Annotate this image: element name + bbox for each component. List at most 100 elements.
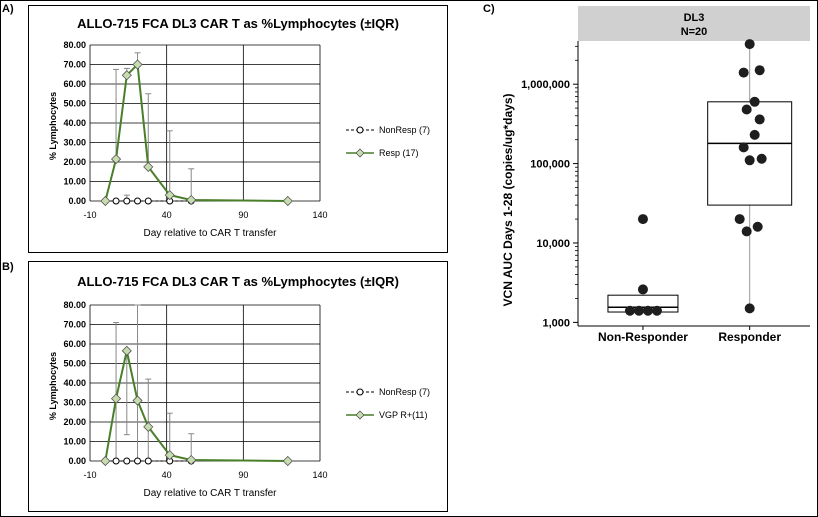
c-data-point	[754, 65, 765, 76]
y-tick-label: 40.00	[63, 378, 86, 388]
c-x-tick-label: Responder	[718, 330, 781, 344]
y-tick-label: 70.00	[63, 60, 86, 70]
resp-point	[143, 161, 154, 172]
panel-b-letter: B)	[2, 261, 14, 273]
legend-resp-label: VGP R+(11)	[379, 410, 427, 420]
c-x-tick-label: Non-Responder	[598, 330, 688, 344]
c-data-point	[749, 129, 760, 140]
resp-point	[282, 455, 293, 467]
y-tick-label: 60.00	[63, 339, 86, 349]
x-tick-label: -10	[83, 470, 96, 480]
panel-a-letter: A)	[2, 3, 14, 15]
y-tick-label: 40.00	[63, 118, 86, 128]
x-tick-label: -10	[83, 210, 96, 220]
resp-point	[164, 190, 175, 201]
resp-point	[100, 195, 111, 207]
y-tick-label: 0.00	[68, 456, 86, 466]
c-y-tick-label: 100,000	[530, 159, 570, 171]
y-tick-label: 10.00	[63, 177, 86, 187]
y-tick-label: 10.00	[63, 437, 86, 447]
c-data-point	[637, 214, 648, 225]
c-y-tick-label: 1,000,000	[521, 79, 570, 91]
legend-nonresp-label: NonResp (7)	[379, 125, 430, 135]
panel-c-header	[578, 6, 810, 41]
resp-point	[282, 195, 293, 207]
c-data-point	[738, 142, 749, 153]
panel-b-xlabel: Day relative to CAR T transfer	[143, 488, 277, 499]
resp-point	[186, 194, 197, 206]
nonresp-point	[123, 457, 131, 465]
panel-a-ylabel: % Lymphocytes	[48, 92, 58, 160]
panel-b-box	[28, 261, 448, 512]
x-tick-label: 90	[238, 470, 248, 480]
legend-nonresp-marker	[356, 388, 364, 396]
legend-resp-marker	[355, 410, 365, 420]
y-tick-label: 60.00	[63, 79, 86, 89]
nonresp-point	[144, 457, 152, 465]
resp-point	[121, 345, 132, 356]
y-tick-label: 50.00	[63, 99, 86, 109]
c-data-point	[738, 67, 749, 78]
c-data-point	[624, 305, 635, 316]
nonresp-point	[144, 197, 152, 205]
y-tick-label: 30.00	[63, 398, 86, 408]
legend-nonresp-marker	[356, 126, 364, 134]
nonresp-point	[112, 197, 120, 205]
x-tick-label: 90	[238, 210, 248, 220]
c-y-tick-label: 10,000	[536, 238, 570, 250]
c-data-point	[633, 305, 644, 316]
c-data-point	[651, 305, 662, 316]
panel-a-title: ALLO-715 FCA DL3 CAR T as %Lymphocytes (…	[77, 16, 399, 31]
panel-b-plot: 0.00 10.00 20.00 30.00 40.00 50.00 60.00 70.00 8…	[63, 300, 430, 480]
nonresp-point	[134, 197, 142, 205]
c-data-point	[744, 39, 755, 50]
panel-b: B) ALLO-715 FCA DL3 CAR T as %Lymphocyte…	[2, 261, 448, 512]
y-tick-label: 0.00	[68, 196, 86, 206]
c-data-point	[637, 284, 648, 295]
c-data-point	[741, 104, 752, 115]
legend-nonresp-label: NonResp (7)	[379, 387, 430, 397]
c-y-tick-label: 1,000	[542, 317, 570, 329]
resp-point	[121, 70, 132, 81]
c-data-point	[749, 96, 760, 107]
panel-a: A) ALLO-715 FCA DL3 CAR T as %Lymphocyte…	[2, 3, 448, 253]
resp-point	[164, 450, 175, 461]
panel-c-header-count: N=20	[681, 26, 708, 38]
nonresp-point	[123, 197, 131, 205]
c-data-point	[756, 153, 767, 164]
c-data-point	[754, 114, 765, 125]
c-box	[707, 101, 793, 206]
panel-c-letter: C)	[483, 3, 495, 15]
resp-point	[111, 393, 122, 404]
c-data-point	[744, 155, 755, 166]
x-tick-label: 140	[312, 210, 327, 220]
resp-point	[132, 59, 143, 70]
c-data-point	[642, 305, 653, 316]
resp-point	[132, 395, 143, 406]
y-tick-label: 50.00	[63, 359, 86, 369]
x-tick-label: 40	[162, 470, 172, 480]
y-tick-label: 80.00	[63, 300, 86, 310]
nonresp-point	[112, 457, 120, 465]
y-tick-label: 20.00	[63, 157, 86, 167]
panel-a-xlabel: Day relative to CAR T transfer	[143, 228, 277, 239]
c-data-point	[734, 214, 745, 225]
x-tick-label: 40	[162, 210, 172, 220]
resp-point	[111, 154, 122, 165]
panel-c-ylabel: VCN AUC Days 1-28 (copies/ug*days)	[501, 94, 515, 307]
resp-point	[186, 454, 197, 466]
panel-a-box	[28, 5, 448, 253]
panel-b-ylabel: % Lymphocytes	[48, 352, 58, 420]
c-data-point	[752, 221, 763, 232]
c-data-point	[744, 303, 755, 314]
panel-c-header-group: DL3	[684, 12, 705, 24]
panel-c-plot: 1,000 10,000 100,000 1,000,000 Non-Responder…	[521, 39, 810, 344]
resp-point	[143, 421, 154, 432]
panel-a-plot: 0.00 10.00 20.00 30.00 40.00 50.00 60.00 70.00 8…	[63, 40, 430, 220]
legend-resp-marker	[355, 148, 365, 158]
panel-b-title: ALLO-715 FCA DL3 CAR T as %Lymphocytes (…	[77, 274, 399, 289]
resp-point	[100, 455, 111, 467]
y-tick-label: 80.00	[63, 40, 86, 50]
y-tick-label: 70.00	[63, 320, 86, 330]
nonresp-point	[134, 457, 142, 465]
